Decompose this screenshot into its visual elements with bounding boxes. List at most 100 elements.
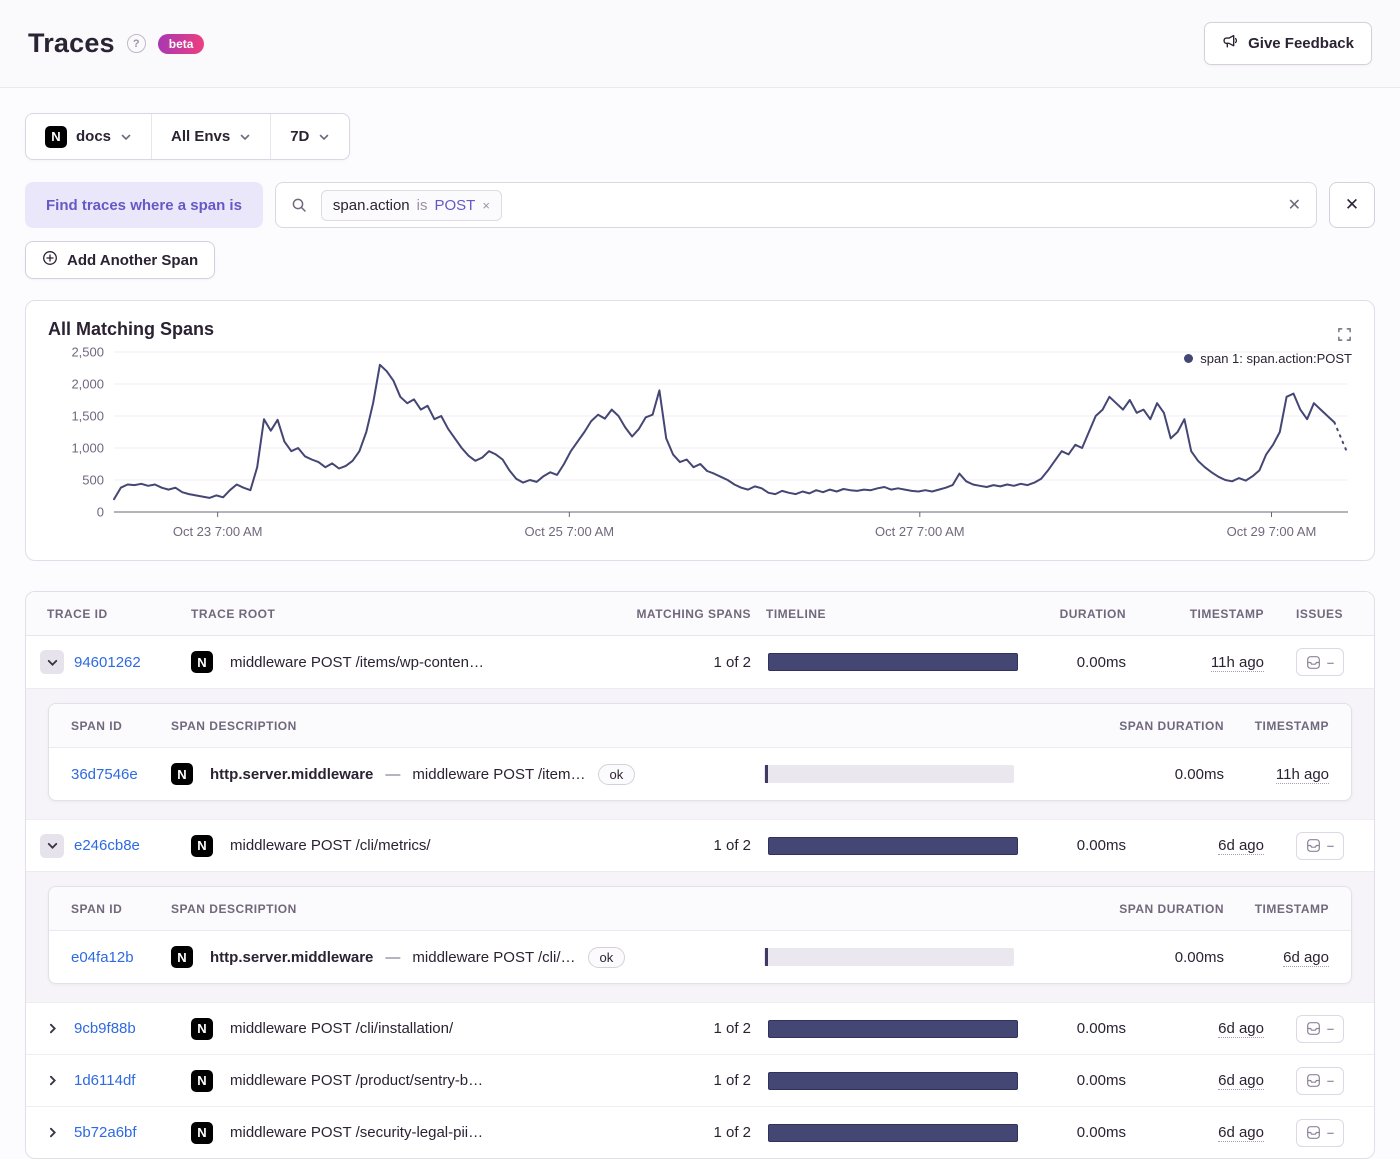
nextjs-icon: N (45, 125, 67, 148)
expand-chart-icon[interactable] (1337, 327, 1352, 346)
span-timeline-bar[interactable] (764, 765, 1014, 783)
separator: — (385, 765, 401, 783)
search-icon (292, 198, 306, 212)
give-feedback-label: Give Feedback (1248, 35, 1354, 52)
expand-toggle-button[interactable] (40, 833, 64, 858)
span-timestamp-value[interactable]: 6d ago (1283, 948, 1329, 967)
issues-icon (1306, 1126, 1320, 1139)
trace-id-link[interactable]: 5b72a6bf (74, 1124, 137, 1141)
add-another-span-button[interactable]: Add Another Span (25, 241, 216, 279)
duration-value: 0.00ms (1076, 1124, 1126, 1141)
svg-text:1,500: 1,500 (71, 409, 104, 424)
issues-button[interactable]: – (1296, 1066, 1344, 1095)
timeline-bar[interactable] (768, 1019, 1018, 1038)
timeline-bar[interactable] (768, 1123, 1018, 1142)
expand-toggle-button[interactable] (40, 1017, 64, 1041)
matching-spans-count: 1 of 2 (713, 1124, 751, 1141)
span-duration-value: 0.00ms (1174, 765, 1224, 783)
expanded-spans-panel: SPAN ID SPAN DESCRIPTION SPAN DURATION T… (26, 688, 1374, 819)
span-id-link[interactable]: e04fa12b (71, 948, 134, 966)
span-operation-label: http.server.middleware (210, 948, 374, 966)
project-selector[interactable]: N docs (26, 114, 151, 159)
token-operator[interactable]: is (416, 196, 428, 214)
matching-spans-count: 1 of 2 (713, 1020, 751, 1037)
span-search-input[interactable]: span.action is POST × ✕ (274, 182, 1317, 228)
trace-root-label: middleware POST /items/wp-conten… (230, 653, 484, 671)
chart-title: All Matching Spans (48, 319, 215, 339)
token-remove-icon[interactable]: × (482, 197, 490, 213)
trace-id-link[interactable]: e246cb8e (74, 837, 140, 854)
help-icon[interactable]: ? (126, 34, 146, 53)
issues-icon (1306, 839, 1320, 852)
timeline-bar[interactable] (768, 1071, 1018, 1090)
trace-row: e246cb8e N middleware POST /cli/metrics/… (26, 819, 1374, 871)
timeline-bar[interactable] (768, 836, 1018, 855)
token-value[interactable]: POST (434, 196, 476, 214)
chart-legend[interactable]: span 1: span.action:POST (1184, 351, 1352, 366)
span-position-tick (765, 948, 768, 966)
span-duration-value: 0.00ms (1174, 948, 1224, 966)
svg-text:Oct 27 7:00 AM: Oct 27 7:00 AM (875, 524, 965, 539)
span-timestamp-value[interactable]: 11h ago (1275, 765, 1329, 784)
give-feedback-button[interactable]: Give Feedback (1204, 22, 1372, 65)
chevron-down-icon (121, 134, 131, 140)
svg-text:2,000: 2,000 (71, 377, 104, 392)
environment-selector[interactable]: All Envs (151, 114, 270, 159)
search-token[interactable]: span.action is POST × (320, 189, 502, 221)
column-header-matching-spans: MATCHING SPANS (636, 606, 751, 621)
span-search-row: Find traces where a span is span.action … (25, 182, 1375, 228)
timestamp-value[interactable]: 6d ago (1218, 1072, 1264, 1090)
separator: — (385, 948, 401, 966)
svg-text:2,500: 2,500 (71, 345, 104, 360)
chevron-down-icon (240, 134, 250, 140)
issues-button[interactable]: – (1296, 831, 1344, 860)
spans-card-header: SPAN ID SPAN DESCRIPTION SPAN DURATION T… (49, 887, 1351, 931)
column-header-span-timestamp: TIMESTAMP (1254, 901, 1329, 916)
plus-circle-icon (42, 250, 58, 270)
column-header-issues: ISSUES (1296, 606, 1344, 621)
timestamp-value[interactable]: 6d ago (1218, 1020, 1264, 1038)
expand-toggle-button[interactable] (40, 1121, 64, 1145)
search-clear-icon[interactable]: ✕ (1287, 197, 1301, 214)
span-id-link[interactable]: 36d7546e (71, 765, 138, 783)
matching-spans-count: 1 of 2 (713, 1072, 751, 1089)
legend-dot (1184, 354, 1194, 363)
span-description-label: middleware POST /cli/… (412, 948, 576, 966)
main-content: N docs All Envs 7D Find traces where a s… (0, 88, 1400, 1159)
trace-id-link[interactable]: 1d6114df (74, 1072, 136, 1089)
date-range-selector[interactable]: 7D (270, 114, 349, 159)
trace-id-link[interactable]: 9cb9f88b (74, 1020, 136, 1037)
column-header-span-description: SPAN DESCRIPTION (171, 901, 297, 916)
matching-spans-count: 1 of 2 (713, 653, 751, 671)
spans-line-chart[interactable]: 0 500 1,000 1,500 2,000 2,500 Oct 23 7:00 AM Oc… (46, 344, 1354, 546)
nextjs-icon: N (171, 946, 193, 968)
trace-root-label: middleware POST /cli/installation/ (230, 1020, 454, 1037)
issues-button[interactable]: – (1296, 648, 1344, 676)
expand-toggle-button[interactable] (40, 1069, 64, 1093)
remove-span-filter-button[interactable]: ✕ (1329, 182, 1375, 228)
find-traces-pill[interactable]: Find traces where a span is (25, 182, 263, 228)
timestamp-value[interactable]: 11h ago (1210, 653, 1264, 672)
timestamp-value[interactable]: 6d ago (1218, 1124, 1264, 1142)
span-status-badge: ok (597, 763, 636, 785)
issues-icon (1306, 655, 1320, 669)
environment-selector-label: All Envs (171, 128, 231, 145)
issues-count: – (1326, 1125, 1335, 1140)
svg-text:Oct 23 7:00 AM: Oct 23 7:00 AM (173, 524, 263, 539)
issues-button[interactable]: – (1296, 1014, 1344, 1043)
timestamp-value[interactable]: 6d ago (1218, 837, 1264, 855)
span-row: e04fa12b N http.server.middleware — midd… (49, 931, 1351, 983)
svg-text:0: 0 (97, 505, 104, 520)
column-header-duration: DURATION (1059, 606, 1126, 621)
trace-row: 94601262 N middleware POST /items/wp-con… (26, 636, 1374, 688)
timeline-bar[interactable] (768, 653, 1018, 671)
legend-label: span 1: span.action:POST (1200, 351, 1352, 366)
column-header-span-timestamp: TIMESTAMP (1254, 718, 1329, 733)
column-header-span-id: SPAN ID (71, 718, 123, 733)
issues-button[interactable]: – (1296, 1118, 1344, 1147)
svg-text:1,000: 1,000 (71, 441, 104, 456)
issues-icon (1306, 1022, 1320, 1035)
span-timeline-bar[interactable] (764, 948, 1014, 966)
expand-toggle-button[interactable] (40, 650, 64, 674)
trace-id-link[interactable]: 94601262 (74, 653, 141, 671)
